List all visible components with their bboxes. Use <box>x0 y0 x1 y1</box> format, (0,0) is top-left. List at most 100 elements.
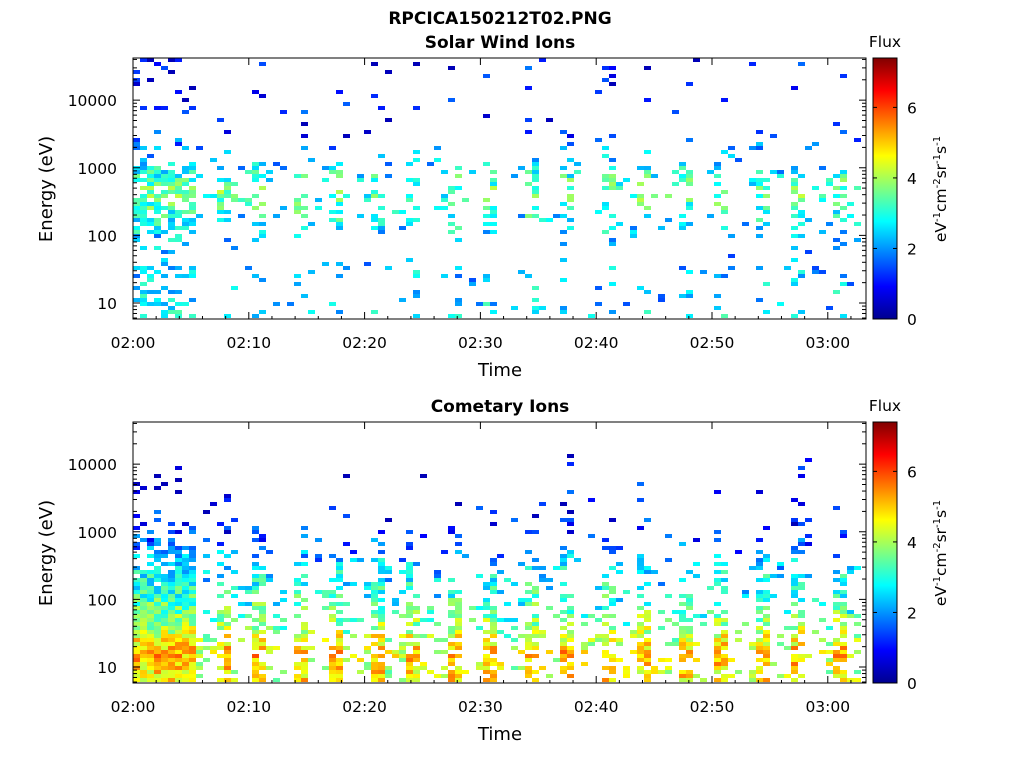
spectrogram-cell <box>378 550 385 554</box>
spectrogram-cell <box>175 310 182 314</box>
spectrogram-cell <box>154 226 161 230</box>
spectrogram-cell <box>798 310 805 314</box>
spectrogram-cell <box>154 174 161 178</box>
spectrogram-cell <box>721 622 728 626</box>
spectrogram-cell <box>301 134 308 138</box>
spectrogram-cell <box>175 618 182 622</box>
spectrogram-cell <box>161 274 168 278</box>
spectrogram-cell <box>644 206 651 210</box>
spectrogram-cell <box>371 602 378 606</box>
spectrogram-cell <box>560 634 567 638</box>
spectrogram-cell <box>616 222 623 226</box>
spectrogram-cell <box>182 610 189 614</box>
spectrogram-cell <box>252 602 259 606</box>
spectrogram-cell <box>504 634 511 638</box>
spectrogram-cell <box>413 562 420 566</box>
spectrogram-cell <box>840 626 847 630</box>
spectrogram-cell <box>763 638 770 642</box>
spectrogram-cell <box>140 674 147 678</box>
spectrogram-cell <box>329 618 336 622</box>
spectrogram-cell <box>217 626 224 630</box>
spectrogram-cell <box>182 678 189 682</box>
spectrogram-cell <box>336 618 343 622</box>
spectrogram-cell <box>714 602 721 606</box>
spectrogram-cell <box>294 202 301 206</box>
spectrogram-cell <box>336 170 343 174</box>
spectrogram-cell <box>644 166 651 170</box>
spectrogram-cell <box>518 602 525 606</box>
spectrogram-cell <box>259 574 266 578</box>
spectrogram-cell <box>854 670 861 674</box>
spectrogram-cell <box>245 266 252 270</box>
spectrogram-cell <box>644 638 651 642</box>
spectrogram-cell <box>161 482 168 486</box>
spectrogram-cell <box>140 658 147 662</box>
spectrogram-cell <box>644 630 651 634</box>
spectrogram-cell <box>140 642 147 646</box>
spectrogram-cell <box>189 558 196 562</box>
spectrogram-cell <box>763 222 770 226</box>
spectrogram-cell <box>371 538 378 542</box>
spectrogram-cell <box>532 186 539 190</box>
spectrogram-cell <box>371 586 378 590</box>
spectrogram-cell <box>714 174 721 178</box>
spectrogram-cell <box>525 530 532 534</box>
spectrogram-cell <box>448 626 455 630</box>
spectrogram-cell <box>644 66 651 70</box>
spectrogram-cell <box>630 234 637 238</box>
spectrogram-cell <box>252 642 259 646</box>
spectrogram-cell <box>378 678 385 682</box>
spectrogram-cell <box>791 170 798 174</box>
colorbar-tick-label: 4 <box>907 170 917 188</box>
spectrogram-cell <box>763 558 770 562</box>
spectrogram-cell <box>539 218 546 222</box>
plot-axes: 02:00 02:10 02:20 02:30 02:40 02:50 03:0010100… <box>68 421 867 716</box>
spectrogram-cell <box>252 174 259 178</box>
spectrogram-cell <box>252 194 259 198</box>
spectrogram-cell <box>301 550 308 554</box>
spectrogram-cell <box>147 594 154 598</box>
spectrogram-cell <box>833 674 840 678</box>
spectrogram-cell <box>224 590 231 594</box>
spectrogram-cell <box>490 614 497 618</box>
spectrogram-cell <box>371 94 378 98</box>
spectrogram-cell <box>175 562 182 566</box>
spectrogram-cell <box>168 594 175 598</box>
spectrogram-cell <box>455 666 462 670</box>
spectrogram-cell <box>497 630 504 634</box>
spectrogram-cell <box>791 282 798 286</box>
spectrogram-cell <box>679 658 686 662</box>
spectrogram-cell <box>273 602 280 606</box>
spectrogram-cell <box>756 194 763 198</box>
spectrogram-cell <box>392 598 399 602</box>
spectrogram-cell <box>833 122 840 126</box>
spectrogram-cell <box>224 530 231 534</box>
spectrogram-cell <box>406 258 413 262</box>
spectrogram-cell <box>511 174 518 178</box>
spectrogram-cell <box>784 266 791 270</box>
spectrogram-cell <box>147 618 154 622</box>
spectrogram-cell <box>140 210 147 214</box>
spectrogram-cell <box>315 554 322 558</box>
spectrogram-cell <box>448 634 455 638</box>
spectrogram-cell <box>672 170 679 174</box>
spectrogram-cell <box>413 274 420 278</box>
spectrogram-cell <box>294 282 301 286</box>
spectrogram-cell <box>140 162 147 166</box>
spectrogram-cell <box>637 594 644 598</box>
spectrogram-cell <box>609 654 616 658</box>
spectrogram-cell <box>406 610 413 614</box>
spectrogram-cell <box>259 186 266 190</box>
spectrogram-cell <box>154 510 161 514</box>
spectrogram-cell <box>448 98 455 102</box>
spectrogram-cell <box>728 234 735 238</box>
spectrogram-cell <box>665 534 672 538</box>
spectrogram-cell <box>203 658 210 662</box>
spectrogram-cell <box>679 294 686 298</box>
spectrogram-cell <box>406 178 413 182</box>
spectrogram-cell <box>217 542 224 546</box>
spectrogram-cell <box>749 670 756 674</box>
spectrogram-cell <box>679 634 686 638</box>
spectrogram-cell <box>175 650 182 654</box>
spectrogram-cell <box>322 178 329 182</box>
